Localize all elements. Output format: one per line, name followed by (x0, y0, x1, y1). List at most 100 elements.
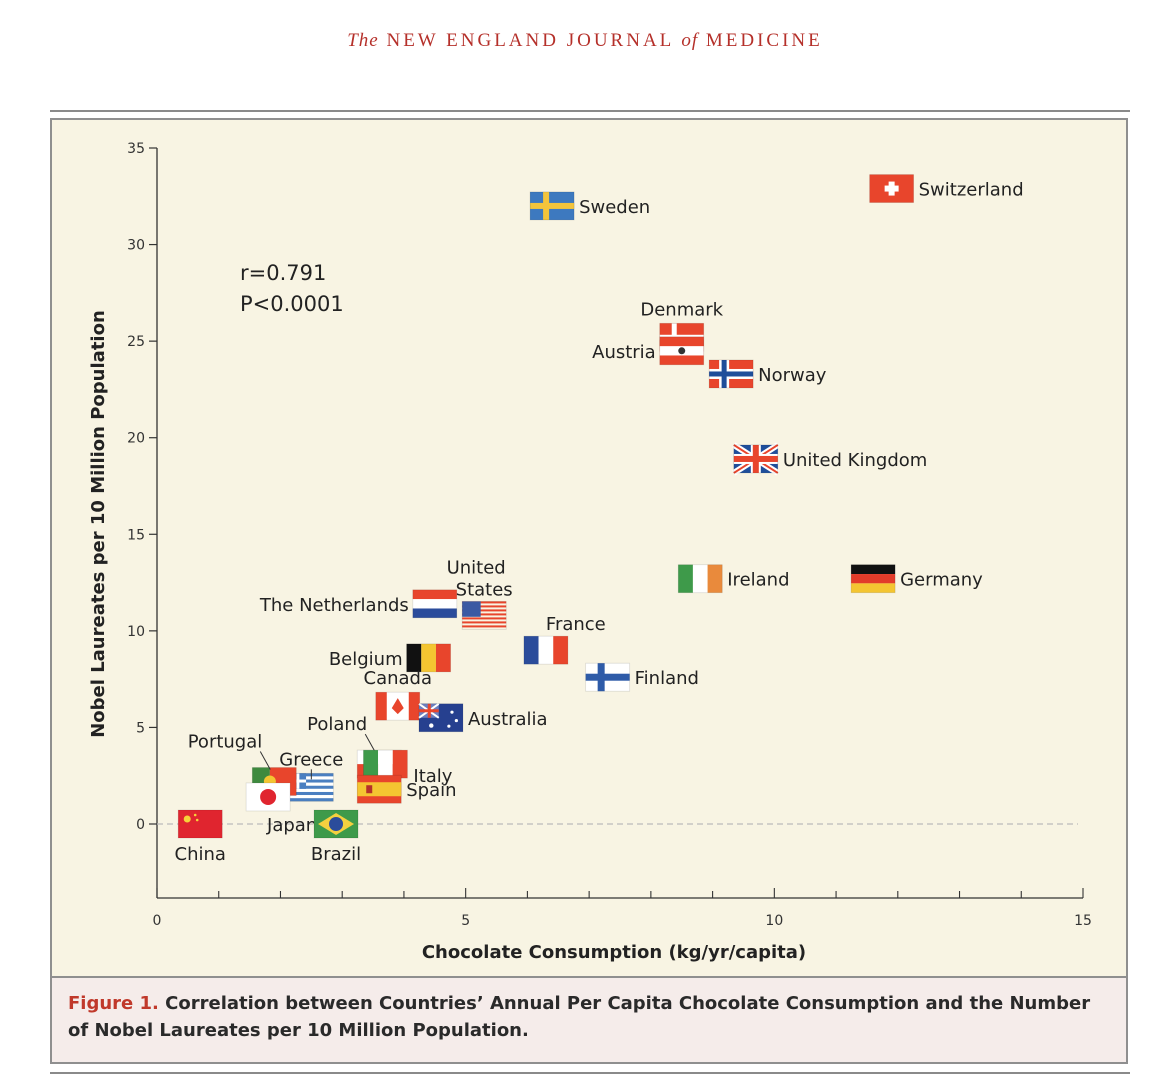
journal-masthead: The NEW ENGLAND JOURNAL of MEDICINE (0, 30, 1170, 52)
austria-flag-icon (659, 336, 705, 366)
y-tick-label: 25 (127, 334, 145, 350)
italy-flag-icon (363, 749, 408, 779)
p-value: P<0.0001 (240, 292, 344, 316)
data-point-germany: Germany (850, 564, 983, 594)
masthead-title: NEW ENGLAND JOURNAL (386, 30, 674, 51)
label-leader-line (259, 751, 271, 770)
point-label-line1: United (447, 557, 506, 578)
sweden-flag-icon (529, 191, 575, 221)
chart-axes: 0 5 10 15 20 25 30 35 0 5 10 15 (127, 141, 1092, 929)
correlation-r: r=0.791 (240, 261, 326, 285)
data-point-uk: United Kingdom (732, 442, 927, 476)
netherlands-flag-icon (412, 589, 458, 619)
belgium-flag-icon (406, 643, 452, 673)
y-tick: 15 (127, 527, 157, 543)
y-tick: 5 (136, 720, 157, 736)
figure-caption: Figure 1. Correlation between Countries’… (50, 978, 1128, 1064)
y-tick-label: 15 (127, 527, 145, 543)
label-leader-line (364, 733, 376, 753)
y-tick: 10 (127, 624, 157, 640)
point-label: Portugal (188, 732, 263, 753)
finland-flag-icon (585, 662, 631, 692)
data-point-canada: Canada (364, 668, 433, 721)
data-point-belgium: Belgium (329, 643, 452, 673)
data-point-norway: Norway (708, 359, 827, 389)
point-label: Italy (413, 766, 452, 787)
australia-flag-icon (418, 702, 464, 733)
y-tick: 35 (127, 141, 157, 157)
point-label: Sweden (579, 197, 650, 218)
caption-text: Correlation between Countries’ Annual Pe… (68, 993, 1091, 1041)
top-rule (50, 110, 1130, 112)
point-label: China (175, 844, 226, 865)
usa-flag-icon (461, 601, 507, 630)
point-label: The Netherlands (259, 595, 409, 616)
point-label: Brazil (311, 844, 361, 865)
point-label: Finland (635, 668, 699, 689)
norway-flag-icon (708, 359, 754, 389)
data-point-sweden: Sweden (529, 191, 650, 221)
masthead-title2: MEDICINE (705, 30, 823, 51)
point-label: Denmark (640, 299, 723, 320)
y-tick-label: 35 (127, 141, 145, 157)
y-tick-label: 20 (127, 431, 145, 447)
bottom-rule (50, 1072, 1130, 1074)
data-point-china: China (175, 809, 226, 865)
figure-panel (50, 118, 1128, 978)
y-tick-label: 5 (136, 720, 145, 736)
y-axis-title: Nobel Laureates per 10 Million Populatio… (88, 310, 109, 738)
ireland-flag-icon (677, 564, 723, 594)
point-label: Canada (364, 668, 433, 689)
y-tick-label: 30 (127, 238, 145, 254)
germany-flag-icon (850, 564, 896, 594)
data-point-switzerland: Switzerland (869, 174, 1024, 203)
point-label: Ireland (727, 570, 789, 591)
y-tick: 30 (127, 238, 157, 254)
china-flag-icon (177, 809, 223, 839)
point-label-line2: States (456, 579, 513, 600)
point-label: United Kingdom (783, 450, 927, 471)
x-tick-label: 10 (765, 913, 783, 929)
point-label: Japan (266, 815, 317, 836)
data-point-austria: Austria (592, 336, 705, 366)
canada-flag-icon (375, 691, 421, 721)
japan-flag-icon (245, 782, 291, 812)
switzerland-flag-icon (869, 174, 915, 203)
france-flag-icon (523, 635, 569, 665)
point-label: Norway (758, 365, 827, 386)
data-point-france: France (523, 614, 606, 665)
data-point-netherlands: The Netherlands (259, 589, 458, 619)
x-tick-label: 0 (153, 913, 162, 929)
brazil-flag-icon (313, 809, 359, 839)
point-label: Spain (406, 780, 456, 801)
data-point-japan: Japan (245, 782, 317, 836)
point-label: Switzerland (919, 180, 1024, 201)
uk-flag-icon (732, 442, 780, 476)
x-tick-label: 15 (1074, 913, 1092, 929)
x-axis-title: Chocolate Consumption (kg/yr/capita) (422, 942, 806, 963)
point-label: Greece (279, 749, 343, 770)
x-tick-label: 5 (461, 913, 470, 929)
masthead-the: The (347, 30, 379, 51)
point-label: Germany (900, 570, 983, 591)
y-tick: 0 (136, 817, 157, 833)
data-point-italy: Italy (363, 749, 453, 787)
point-label: France (546, 614, 606, 635)
data-point-australia: Australia (418, 702, 548, 733)
y-tick-label: 10 (127, 624, 145, 640)
spain-flag-icon (356, 774, 402, 804)
point-label: Austria (592, 342, 656, 363)
data-point-brazil: Brazil (311, 809, 361, 865)
caption-figure-label: Figure 1. (68, 993, 159, 1014)
data-point-finland: Finland (585, 662, 699, 692)
data-point-spain: Spain (356, 774, 457, 804)
y-tick-label: 0 (136, 817, 145, 833)
point-label: Australia (468, 709, 548, 730)
masthead-of: of (681, 30, 699, 51)
point-label: Belgium (329, 649, 403, 670)
y-tick: 25 (127, 334, 157, 350)
point-label: Poland (307, 714, 367, 735)
chart-marks: Switzerland Sweden Denmark Austria Norway Uni… (175, 174, 1024, 865)
